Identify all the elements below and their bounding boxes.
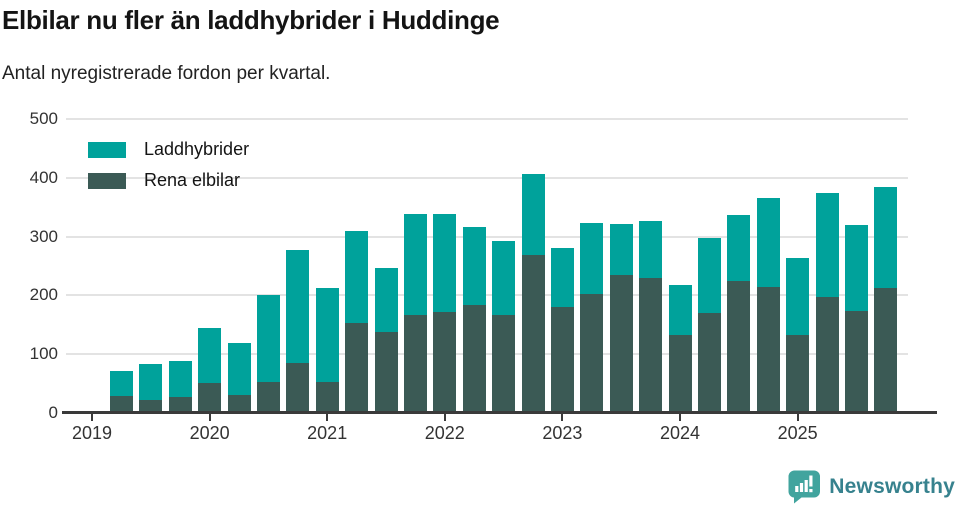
x-axis-label-2024: 2024 <box>659 423 701 443</box>
x-axis-tick-2020 <box>208 414 211 421</box>
bar-2019-Q2-rena-elbilar <box>109 395 133 413</box>
chart-title: Elbilar nu fler än laddhybrider i Huddin… <box>2 5 500 35</box>
newsworthy-logo-text: Newsworthy <box>829 475 955 498</box>
x-axis-label-2021: 2021 <box>307 423 348 443</box>
bar-2025-Q3-rena-elbilar <box>844 311 868 413</box>
x-axis-line <box>62 411 937 414</box>
bar-2024-Q3-rena-elbilar <box>727 281 751 413</box>
bar-2020-Q1-laddhybrider <box>198 327 222 383</box>
bar-2025-Q1-laddhybrider <box>786 257 810 336</box>
bar-2021-Q3-rena-elbilar <box>374 332 398 413</box>
bar-2022-Q3-laddhybrider <box>492 241 516 315</box>
legend-label-rena-elbilar: Rena elbilar <box>144 170 241 190</box>
bar-2021-Q2-laddhybrider <box>345 231 369 324</box>
bar-2021-Q4-laddhybrider <box>403 213 427 315</box>
bar-2024-Q3-laddhybrider <box>727 215 751 282</box>
bar-2022-Q2-rena-elbilar <box>462 305 486 413</box>
newsworthy-logo: Newsworthy <box>788 470 955 504</box>
gridline-500 <box>66 118 908 120</box>
legend-label-laddhybrider: Laddhybrider <box>144 139 250 159</box>
bar-2022-Q1-laddhybrider <box>433 213 457 312</box>
bar-2022-Q1-rena-elbilar <box>433 311 457 413</box>
bar-2020-Q1-rena-elbilar <box>198 383 222 413</box>
legend-item-rena-elbilar: Rena elbilar <box>88 170 249 191</box>
bar-2022-Q2-laddhybrider <box>462 227 486 306</box>
gridline-300 <box>66 235 908 238</box>
bar-2023-Q4-rena-elbilar <box>639 277 663 413</box>
bar-2021-Q1-rena-elbilar <box>315 382 339 413</box>
bar-2025-Q3-laddhybrider <box>844 224 868 312</box>
x-axis-label-2020: 2020 <box>189 423 230 443</box>
bar-2020-Q3-laddhybrider <box>256 295 280 383</box>
bar-2023-Q2-laddhybrider <box>580 223 604 295</box>
bar-2019-Q2-laddhybrider <box>109 370 133 396</box>
legend-item-laddhybrider: Laddhybrider <box>88 139 249 160</box>
bar-2024-Q1-rena-elbilar <box>668 334 692 413</box>
bar-2024-Q4-laddhybrider <box>756 198 780 288</box>
bar-2021-Q1-laddhybrider <box>315 287 339 383</box>
bar-2019-Q4-rena-elbilar <box>168 397 192 413</box>
x-axis-tick-2023 <box>561 414 564 421</box>
bar-2021-Q3-laddhybrider <box>374 268 398 333</box>
x-axis-tick-2021 <box>326 414 329 421</box>
y-axis-label-0: 0 <box>48 403 58 422</box>
bar-2019-Q3-laddhybrider <box>139 364 163 401</box>
bar-2025-Q4-laddhybrider <box>874 186 898 288</box>
chart-subtitle: Antal nyregistrerade fordon per kvartal. <box>2 63 331 84</box>
bar-2024-Q4-rena-elbilar <box>756 287 780 413</box>
bar-2023-Q4-laddhybrider <box>639 221 663 278</box>
bar-2023-Q3-rena-elbilar <box>609 275 633 413</box>
bar-2023-Q2-rena-elbilar <box>580 294 604 413</box>
y-axis-label-500: 500 <box>29 109 58 128</box>
bar-2025-Q4-rena-elbilar <box>874 287 898 413</box>
bar-2019-Q3-rena-elbilar <box>139 400 163 413</box>
x-axis-tick-2022 <box>443 414 446 421</box>
x-axis-label-2022: 2022 <box>424 423 465 443</box>
gridline-200 <box>66 294 908 297</box>
y-axis-label-200: 200 <box>29 285 58 305</box>
x-axis-tick-2025 <box>796 414 799 421</box>
bar-2022-Q3-rena-elbilar <box>492 314 516 413</box>
bar-2020-Q2-laddhybrider <box>227 343 251 396</box>
bar-2021-Q4-rena-elbilar <box>403 314 427 413</box>
y-axis-label-400: 400 <box>29 167 58 187</box>
x-axis-label-2019: 2019 <box>71 423 113 443</box>
legend-swatch-rena-elbilar <box>88 172 126 189</box>
bar-2024-Q2-laddhybrider <box>697 238 721 314</box>
newsworthy-logo-icon <box>788 470 821 504</box>
bar-2020-Q2-rena-elbilar <box>227 395 251 413</box>
bar-2023-Q3-laddhybrider <box>609 224 633 276</box>
gridline-100 <box>66 353 908 356</box>
x-axis-label-2023: 2023 <box>542 423 583 443</box>
bar-2020-Q4-rena-elbilar <box>286 363 310 413</box>
bar-2025-Q2-rena-elbilar <box>815 297 839 413</box>
bar-2019-Q4-laddhybrider <box>168 360 192 398</box>
bar-2025-Q1-rena-elbilar <box>786 335 810 413</box>
legend: Laddhybrider Rena elbilar <box>88 139 249 191</box>
bar-2020-Q3-rena-elbilar <box>256 382 280 413</box>
bar-2023-Q1-laddhybrider <box>550 248 574 307</box>
bar-2022-Q4-rena-elbilar <box>521 255 545 413</box>
bar-2025-Q2-laddhybrider <box>815 192 839 298</box>
x-axis-tick-2019 <box>91 414 93 421</box>
y-axis-label-100: 100 <box>29 344 58 364</box>
bar-2021-Q2-rena-elbilar <box>345 323 369 413</box>
x-axis-tick-2024 <box>679 414 681 421</box>
bar-2020-Q4-laddhybrider <box>286 249 310 363</box>
bar-2024-Q1-laddhybrider <box>668 285 692 335</box>
bar-2023-Q1-rena-elbilar <box>550 306 574 413</box>
x-axis-label-2025: 2025 <box>777 423 818 443</box>
bar-2022-Q4-laddhybrider <box>521 174 545 256</box>
y-axis-label-300: 300 <box>29 226 58 246</box>
bar-2024-Q2-rena-elbilar <box>697 313 721 413</box>
legend-swatch-laddhybrider <box>88 141 126 158</box>
gridline-400 <box>66 176 908 179</box>
